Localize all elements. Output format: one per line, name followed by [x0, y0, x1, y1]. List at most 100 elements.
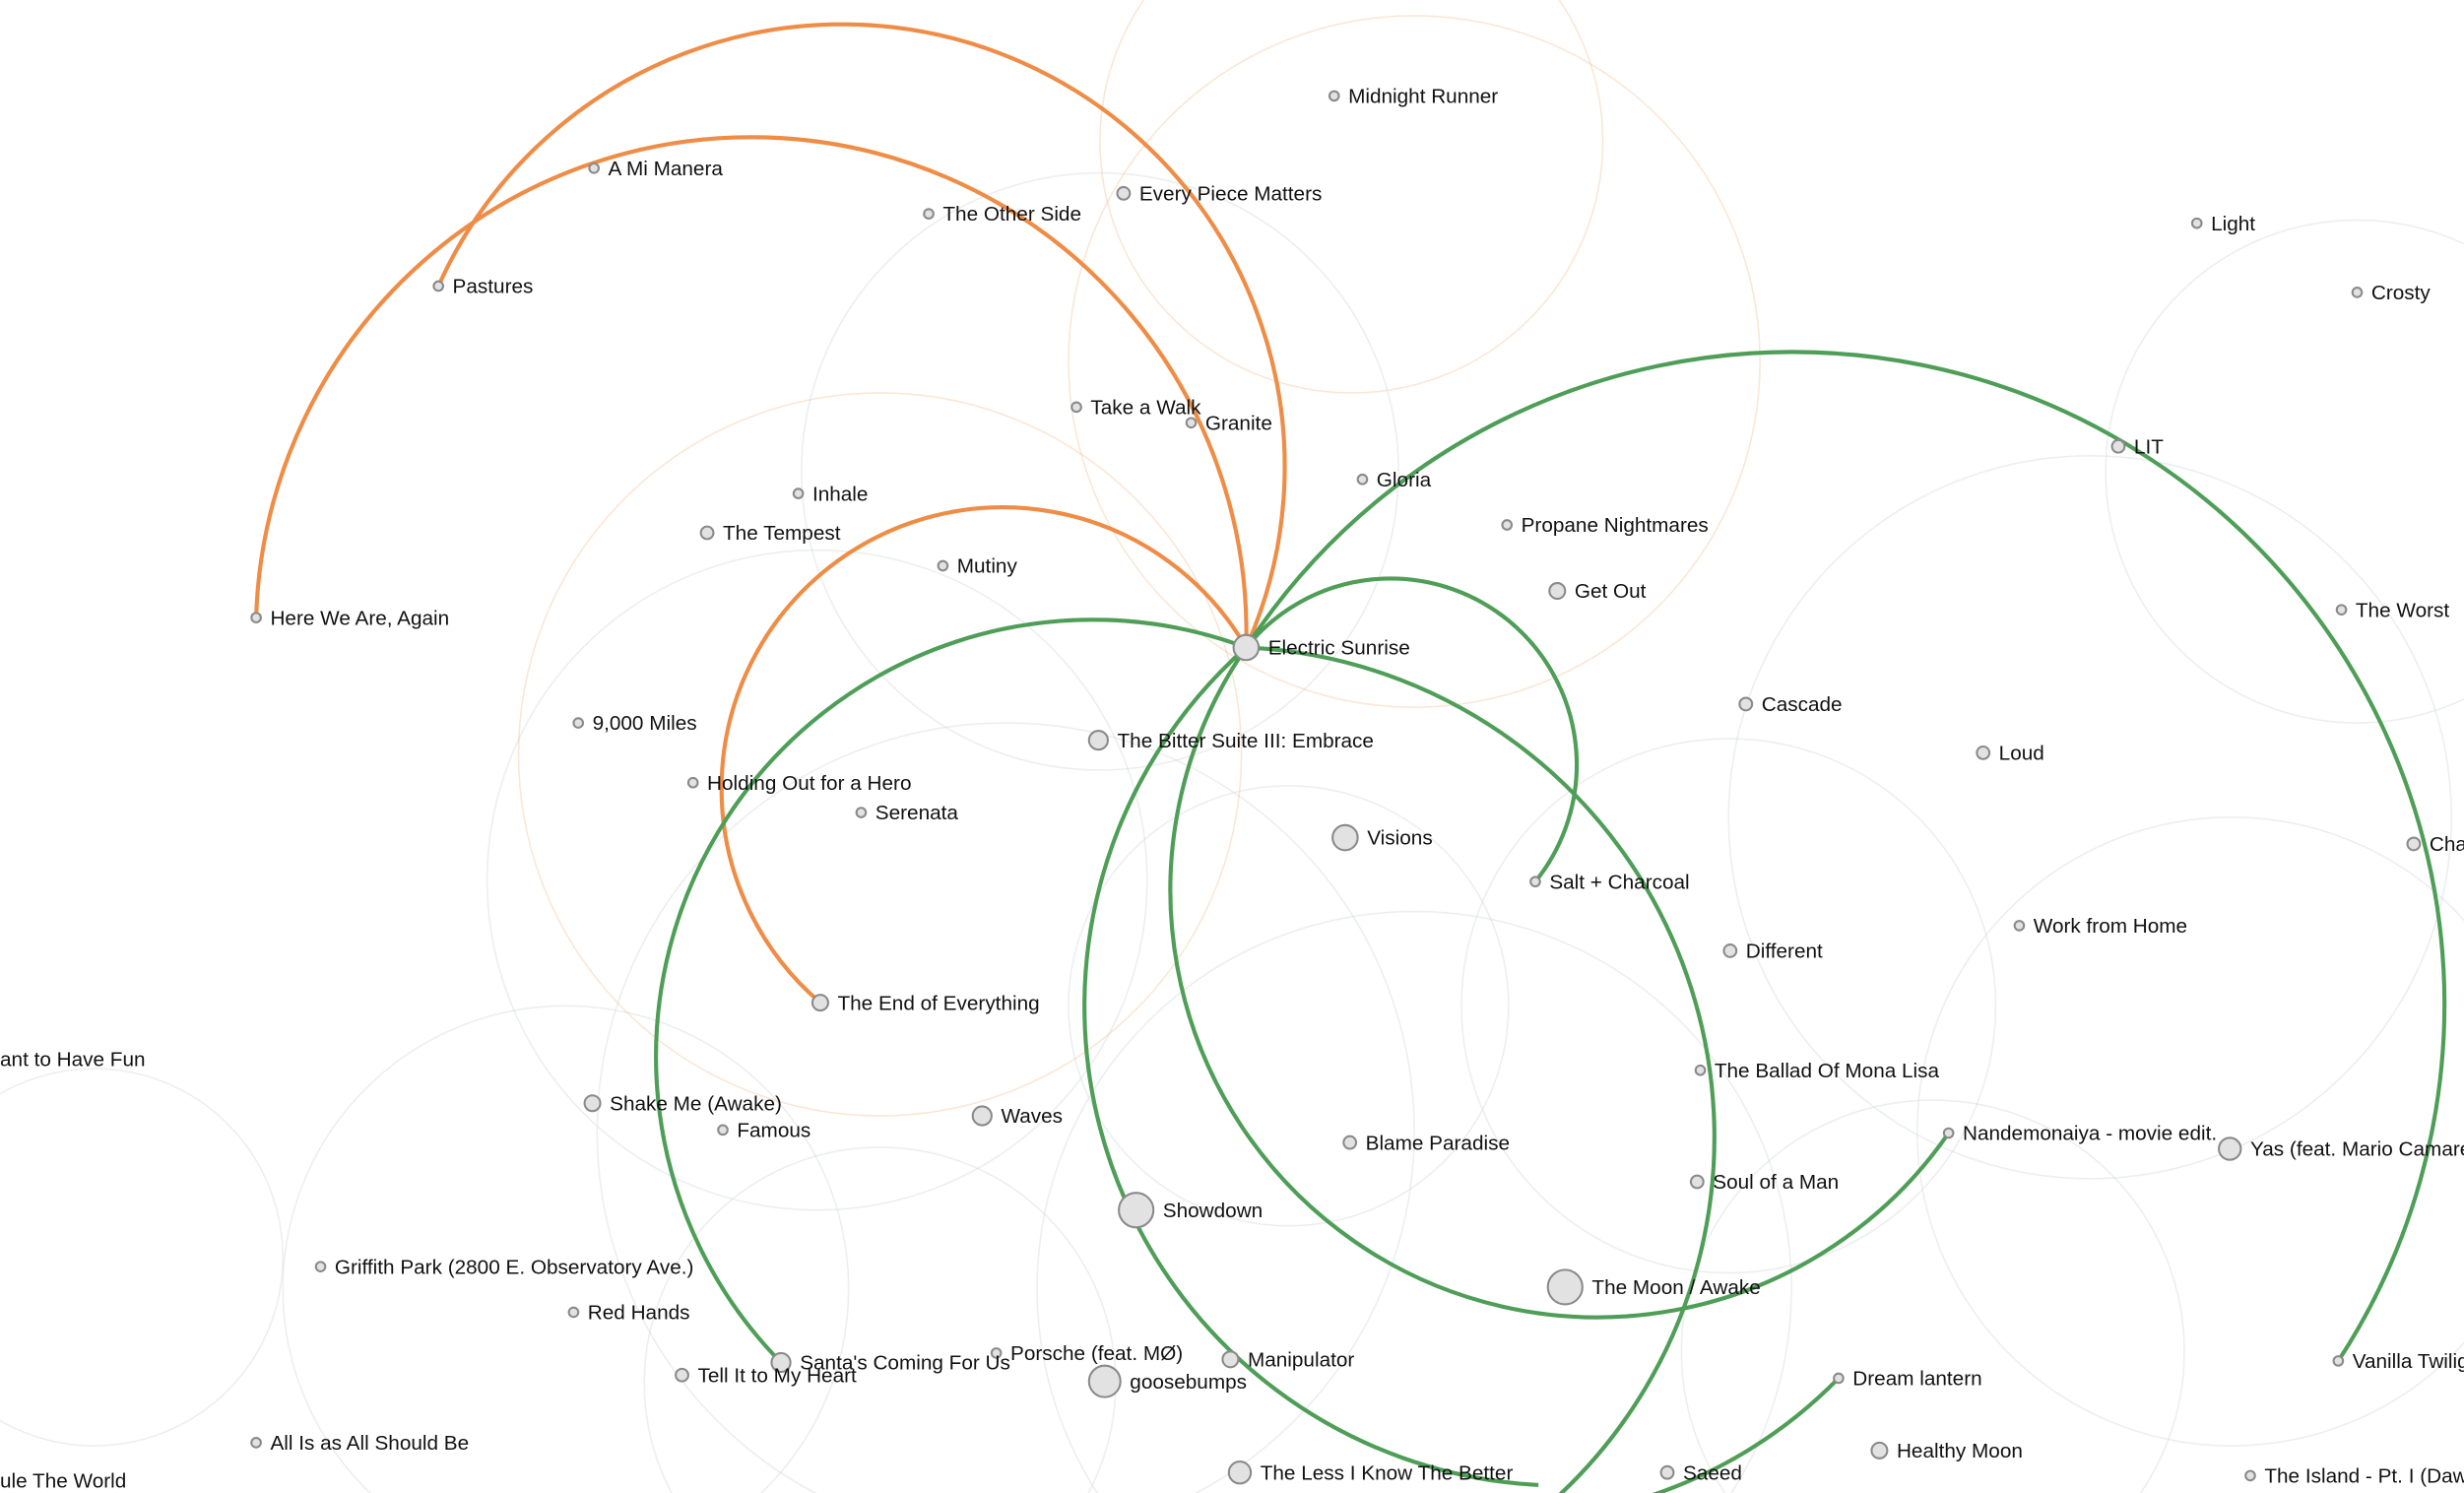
link [1168, 646, 1951, 1320]
node[interactable] [2351, 287, 2364, 298]
node[interactable] [937, 559, 949, 572]
node[interactable] [1185, 417, 1198, 429]
link [254, 135, 1249, 648]
node[interactable] [2332, 1355, 2345, 1367]
node[interactable] [2218, 1136, 2242, 1161]
node-label: Every Piece Matters [1139, 183, 1323, 206]
node[interactable] [1070, 401, 1082, 414]
node-label: All Is as All Should Be [270, 1432, 469, 1455]
node-label: Different [1746, 941, 1823, 963]
faint-link [0, 1068, 284, 1447]
node[interactable] [792, 487, 805, 499]
faint-link [596, 722, 1415, 1493]
node-label: Salt + Charcoal [1549, 871, 1689, 893]
node-label: Shake Me (Awake) [610, 1092, 782, 1115]
node[interactable] [572, 717, 585, 729]
node[interactable] [2244, 1469, 2256, 1482]
node[interactable] [1501, 519, 1514, 531]
node[interactable] [1087, 1364, 1122, 1398]
node[interactable] [1976, 745, 1991, 760]
node[interactable] [686, 776, 699, 789]
node[interactable] [1833, 1372, 1845, 1385]
node[interactable] [770, 1351, 792, 1374]
faint-link [1680, 1099, 2185, 1493]
node[interactable] [250, 612, 262, 623]
node-label: Get Out [1575, 580, 1647, 603]
node[interactable] [1546, 1268, 1584, 1306]
node-label: Mutiny [957, 555, 1018, 578]
node-label: ule The World [0, 1469, 126, 1492]
node[interactable] [2190, 217, 2203, 229]
node[interactable] [567, 1306, 580, 1319]
node[interactable] [1227, 1460, 1253, 1485]
node-label: Famous [737, 1120, 811, 1142]
node[interactable] [314, 1261, 327, 1272]
node-label: Visions [1367, 827, 1432, 850]
node[interactable] [675, 1367, 689, 1383]
node-label: Tell It to My Heart [697, 1364, 857, 1387]
node[interactable] [1331, 823, 1359, 852]
node[interactable] [1529, 876, 1541, 888]
node-label: Santa's Coming For Us [800, 1352, 1010, 1375]
node-label: Cascade [1762, 693, 1843, 716]
node-label: The Worst [2356, 599, 2449, 621]
node-label: A Mi Manera [609, 158, 724, 180]
node[interactable] [2406, 836, 2422, 852]
node[interactable] [2335, 604, 2348, 617]
node[interactable] [923, 208, 935, 220]
faint-link [1068, 15, 1761, 708]
node[interactable] [2013, 920, 2026, 932]
node[interactable] [1694, 1064, 1707, 1076]
faint-link [282, 1005, 850, 1493]
node-label: The Moon / Awake [1591, 1276, 1760, 1299]
node[interactable] [1116, 185, 1132, 201]
node[interactable] [1722, 943, 1738, 958]
node-label: Showdown [1163, 1200, 1263, 1222]
node-label: Work from Home [2034, 915, 2187, 938]
node[interactable] [1328, 90, 1340, 102]
node[interactable] [2110, 438, 2126, 454]
node-label: Manipulator [1248, 1348, 1354, 1371]
highlighted-links [254, 22, 2447, 1493]
node[interactable] [699, 525, 715, 541]
link [436, 22, 1287, 649]
node[interactable] [1548, 582, 1567, 601]
node[interactable] [432, 280, 445, 292]
node-label: Light [2211, 213, 2255, 235]
node[interactable] [1087, 730, 1109, 751]
link [654, 617, 1248, 1364]
node[interactable] [1221, 1350, 1240, 1369]
nodes: Midnight Runner A Mi Manera Every Piece Ma… [0, 86, 2464, 1493]
node-label: Waves [1001, 1105, 1063, 1128]
node[interactable] [971, 1105, 993, 1127]
node-label: Saeed [1683, 1461, 1742, 1484]
node[interactable] [583, 1094, 602, 1113]
node[interactable] [1356, 473, 1369, 486]
node[interactable] [1342, 1135, 1358, 1150]
node[interactable] [588, 162, 600, 174]
node[interactable] [855, 807, 868, 818]
node[interactable] [250, 1437, 262, 1449]
node[interactable] [1942, 1127, 1955, 1139]
node[interactable] [1659, 1464, 1675, 1480]
faint-link [1099, 0, 1604, 394]
node-label: Crosty [2371, 282, 2432, 304]
node[interactable] [1738, 696, 1754, 712]
node[interactable] [1689, 1174, 1705, 1190]
node[interactable] [1118, 1192, 1155, 1229]
node-label: Midnight Runner [1348, 86, 1498, 108]
node-label: The Island - Pt. I (Daw [2264, 1465, 2464, 1488]
node[interactable] [811, 994, 829, 1012]
node-label: Pastures [453, 276, 534, 298]
node-label: Nandemonaiya - movie edit. [1963, 1123, 2217, 1145]
link [1244, 576, 1580, 883]
node[interactable] [1870, 1441, 1889, 1460]
node[interactable] [717, 1124, 729, 1136]
node-label: Dream lantern [1852, 1368, 1981, 1391]
node-label: LIT [2134, 435, 2164, 458]
node[interactable] [990, 1347, 1003, 1359]
faint-link [517, 392, 1243, 1117]
node[interactable] [1232, 633, 1261, 662]
